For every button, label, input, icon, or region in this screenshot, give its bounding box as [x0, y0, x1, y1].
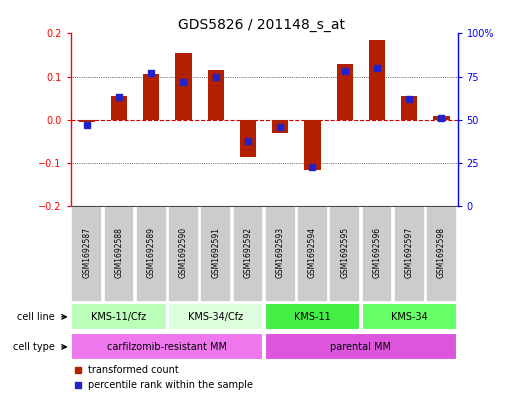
Text: GSM1692597: GSM1692597 [405, 227, 414, 278]
Text: GSM1692593: GSM1692593 [276, 227, 285, 278]
Bar [143, 74, 160, 120]
Bar [265, 303, 360, 331]
Bar [240, 120, 256, 156]
Text: KMS-11/Cfz: KMS-11/Cfz [92, 312, 146, 322]
Text: KMS-34/Cfz: KMS-34/Cfz [188, 312, 243, 322]
Text: cell line: cell line [17, 312, 55, 322]
Text: GSM1692598: GSM1692598 [437, 227, 446, 278]
Bar [168, 206, 199, 302]
Bar [304, 120, 321, 169]
Bar [361, 303, 457, 331]
Text: GSM1692588: GSM1692588 [115, 227, 123, 277]
Bar [78, 120, 95, 122]
Text: GSM1692589: GSM1692589 [147, 227, 156, 278]
Text: KMS-34: KMS-34 [391, 312, 428, 322]
Bar [71, 206, 102, 302]
Text: cell type: cell type [13, 342, 55, 352]
Bar [272, 120, 288, 133]
Bar [104, 206, 134, 302]
Bar [361, 206, 392, 302]
Text: GSM1692590: GSM1692590 [179, 227, 188, 278]
Bar [136, 206, 167, 302]
Text: GSM1692596: GSM1692596 [372, 227, 381, 278]
Text: GSM1692594: GSM1692594 [308, 227, 317, 278]
Text: KMS-11: KMS-11 [294, 312, 331, 322]
Bar [71, 303, 167, 331]
Bar [111, 96, 127, 120]
Bar [175, 53, 191, 120]
Bar [265, 206, 295, 302]
Text: GSM1692591: GSM1692591 [211, 227, 220, 278]
Bar [337, 64, 353, 120]
Bar [233, 206, 264, 302]
Bar [265, 333, 457, 360]
Text: GSM1692587: GSM1692587 [82, 227, 91, 278]
Text: GSM1692592: GSM1692592 [244, 227, 253, 278]
Bar [394, 206, 425, 302]
Text: GDS5826 / 201148_s_at: GDS5826 / 201148_s_at [178, 18, 345, 32]
Bar [168, 303, 264, 331]
Bar [71, 333, 264, 360]
Text: parental MM: parental MM [331, 342, 391, 352]
Bar [401, 96, 417, 120]
Bar [208, 70, 224, 120]
Bar [329, 206, 360, 302]
Bar [426, 206, 457, 302]
Text: carfilzomib-resistant MM: carfilzomib-resistant MM [107, 342, 228, 352]
Text: percentile rank within the sample: percentile rank within the sample [88, 380, 253, 389]
Text: transformed count: transformed count [88, 365, 179, 375]
Bar [369, 40, 385, 120]
Bar [434, 116, 450, 120]
Bar [297, 206, 328, 302]
Bar [200, 206, 231, 302]
Text: GSM1692595: GSM1692595 [340, 227, 349, 278]
